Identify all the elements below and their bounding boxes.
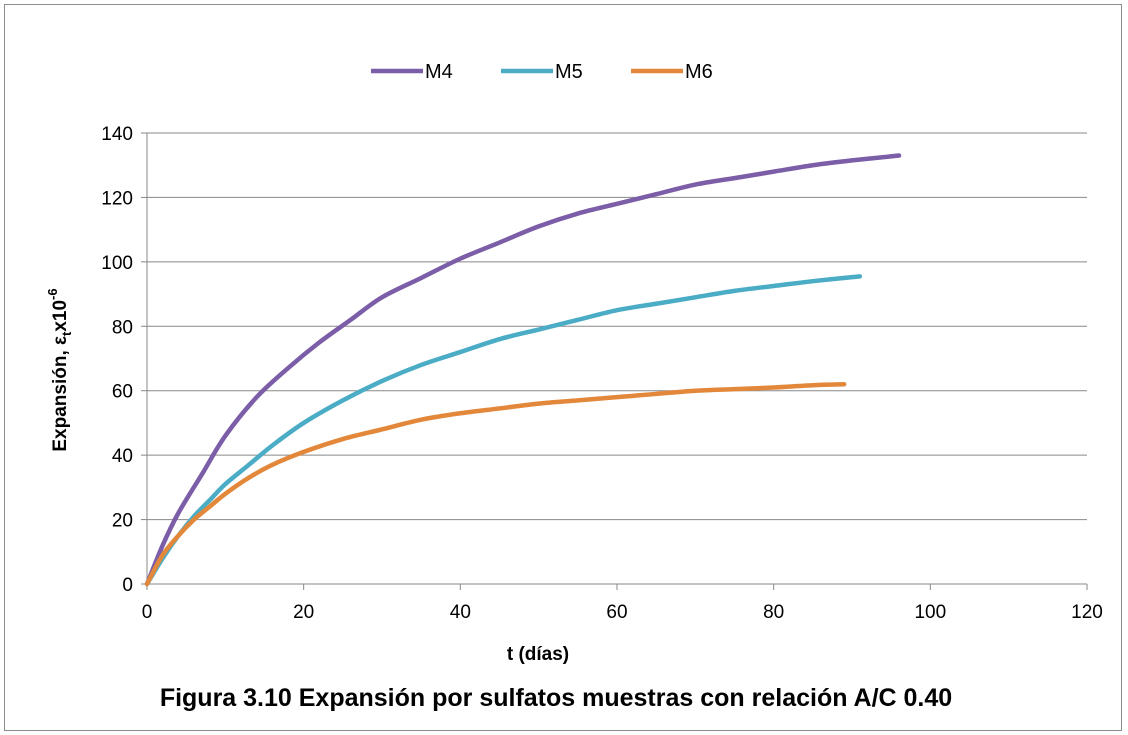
y-axis-title-sup: -6: [45, 288, 60, 300]
y-tick-label-140: 140: [101, 124, 133, 145]
grid-lines: [147, 132, 1087, 521]
y-axis-title-tail: x10: [50, 300, 71, 332]
y-axis-title-sub: t: [59, 331, 74, 336]
y-tick-labels: 0 20 40 60 80 100 120 140: [101, 124, 133, 596]
y-tick-label-0: 0: [122, 575, 133, 596]
y-axis-title-main: Expansión, ε: [50, 336, 71, 452]
x-tick-label-20: 20: [293, 602, 314, 623]
series-line-m6: [144, 382, 847, 587]
x-axis-title: t (días): [507, 644, 569, 665]
y-tick-label-100: 100: [101, 253, 133, 274]
y-tick-label-80: 80: [112, 317, 133, 338]
figure-caption: Figura 3.10 Expansión por sulfatos muest…: [160, 684, 952, 712]
legend-label-m4: M4: [425, 61, 453, 83]
y-tick-label-40: 40: [112, 446, 133, 467]
x-tick-label-100: 100: [914, 602, 946, 623]
chart-frame: [4, 4, 1122, 731]
y-tick-label-60: 60: [112, 382, 133, 403]
series-line-m4: [144, 153, 902, 587]
legend: M4 M5 M6: [371, 61, 713, 83]
y-axis-title: Expansión, εtx10-6: [45, 288, 74, 451]
axes: [141, 132, 1088, 590]
x-tick-label-120: 120: [1071, 602, 1103, 623]
series-line-m5: [144, 274, 863, 587]
x-tick-label-40: 40: [450, 602, 471, 623]
y-tick-label-20: 20: [112, 511, 133, 532]
legend-label-m5: M5: [555, 61, 583, 83]
x-tick-labels: 0 20 40 60 80 100 120: [142, 602, 1103, 623]
x-tick-label-0: 0: [142, 602, 153, 623]
y-tick-label-120: 120: [101, 188, 133, 209]
x-tick-label-60: 60: [606, 602, 627, 623]
series-lines: [144, 153, 902, 587]
legend-label-m6: M6: [685, 61, 713, 83]
x-tick-label-80: 80: [763, 602, 784, 623]
